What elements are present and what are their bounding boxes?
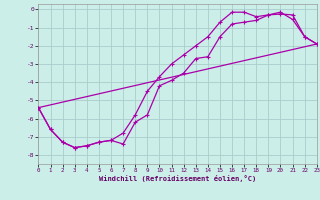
X-axis label: Windchill (Refroidissement éolien,°C): Windchill (Refroidissement éolien,°C) xyxy=(99,175,256,182)
